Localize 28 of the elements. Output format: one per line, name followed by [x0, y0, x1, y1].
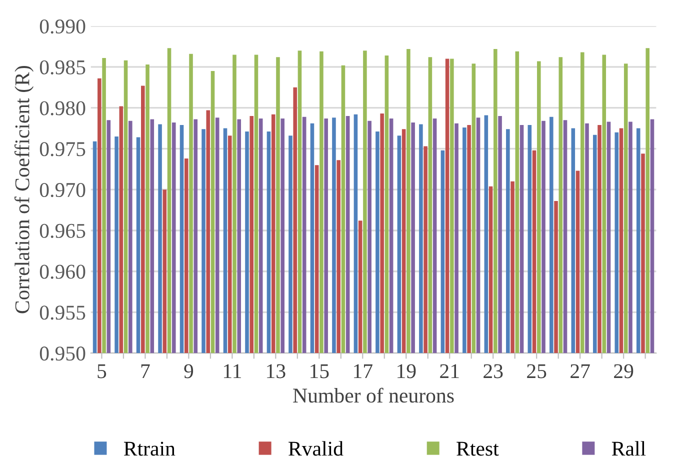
- y-axis-title: Correlation of Coefficient (R): [14, 66, 34, 314]
- x-tick-label: 13: [267, 364, 286, 378]
- x-tick-label: 29: [614, 364, 634, 378]
- x-tick-label: 9: [184, 364, 194, 378]
- x-tick-label: 7: [141, 364, 150, 378]
- y-tick-label: 0.965: [40, 224, 86, 238]
- legend-label: Rall: [612, 441, 646, 456]
- x-tick-label: 19: [398, 364, 416, 378]
- legend-label: Rtrain: [124, 442, 176, 456]
- y-tick-label: 0.955: [40, 306, 86, 320]
- x-tick-label: 23: [484, 364, 503, 378]
- legend-label: Rvalid: [288, 441, 344, 456]
- x-tick-label: 11: [224, 364, 241, 378]
- x-tick-label: 15: [310, 364, 329, 378]
- y-tick-label: 0.990: [40, 19, 86, 34]
- x-tick-label: 17: [354, 364, 372, 378]
- y-tick-label: 0.950: [40, 346, 86, 361]
- y-tick-label: 0.985: [40, 60, 86, 74]
- x-axis-title: Number of neurons: [293, 388, 454, 403]
- x-tick-label: 25: [527, 364, 546, 378]
- x-tick-label: 5: [98, 364, 106, 378]
- y-tick-label: 0.970: [40, 182, 86, 198]
- x-tick-label: 27: [570, 364, 590, 378]
- y-tick-label: 0.980: [40, 101, 86, 116]
- y-tick-label: 0.975: [40, 142, 86, 156]
- legend-label: Rtest: [456, 442, 499, 456]
- y-tick-label: 0.960: [40, 264, 86, 279]
- x-tick-label: 21: [440, 364, 459, 378]
